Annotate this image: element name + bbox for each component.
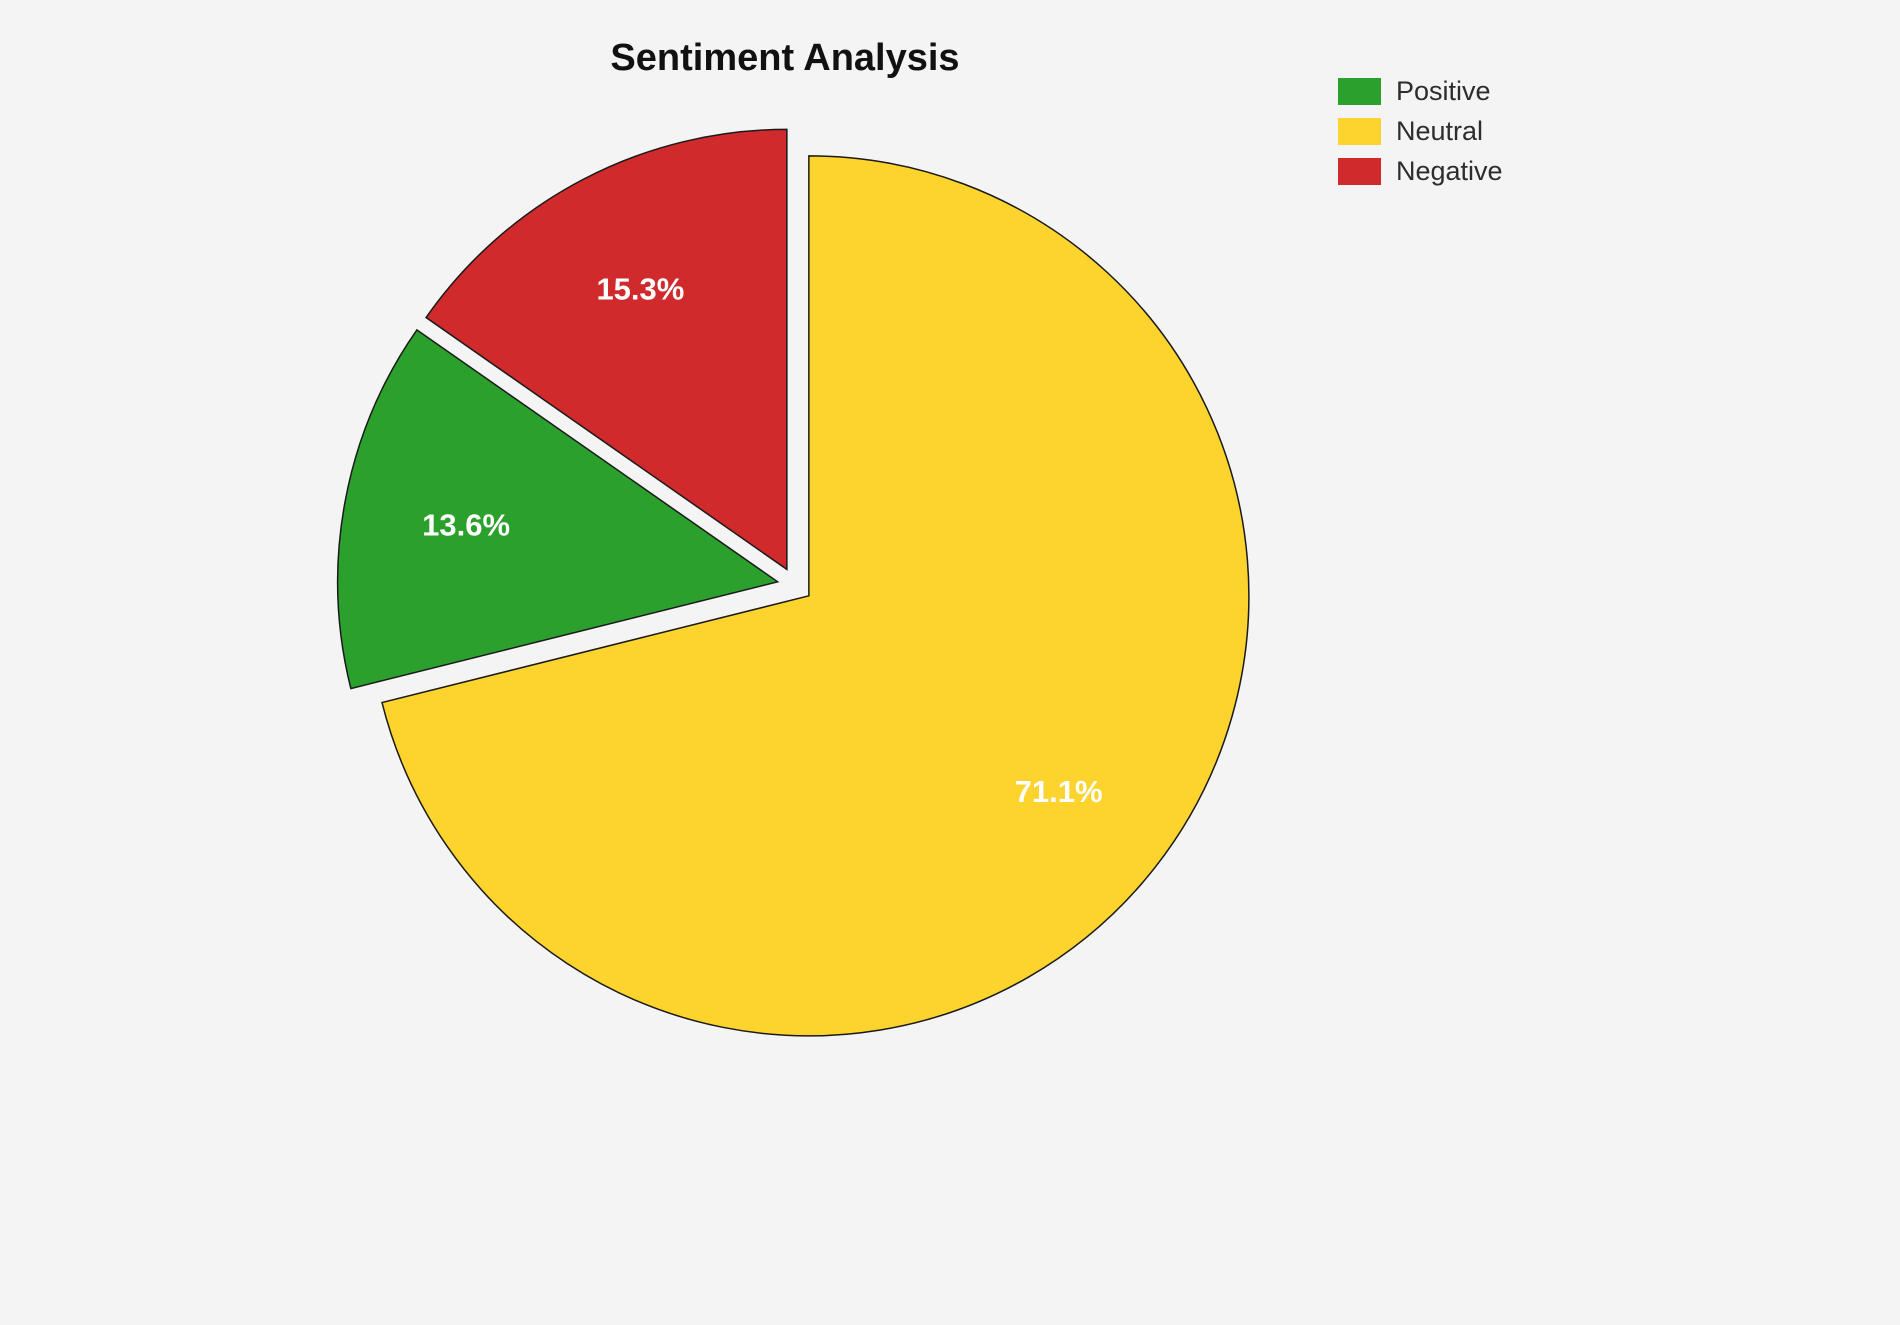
legend-label-positive: Positive	[1396, 76, 1491, 106]
legend: Positive Neutral Negative	[1338, 78, 1503, 185]
legend-item-neutral: Neutral	[1338, 118, 1503, 145]
pct-label-positive: 13.6%	[422, 507, 510, 542]
pie-slice-negative	[425, 128, 788, 571]
pie-slice-neutral	[381, 155, 1250, 1037]
legend-item-positive: Positive	[1338, 78, 1503, 105]
legend-label-neutral: Neutral	[1396, 116, 1484, 146]
pct-label-negative: 15.3%	[596, 272, 684, 307]
legend-label-negative: Negative	[1396, 156, 1503, 186]
legend-swatch-neutral	[1338, 118, 1381, 145]
chart-title: Sentiment Analysis	[610, 37, 960, 80]
pct-label-neutral: 71.1%	[1015, 774, 1103, 809]
legend-swatch-negative	[1338, 158, 1381, 185]
legend-item-negative: Negative	[1338, 158, 1503, 185]
pie-slice-positive	[336, 328, 780, 690]
legend-swatch-positive	[1338, 78, 1381, 105]
